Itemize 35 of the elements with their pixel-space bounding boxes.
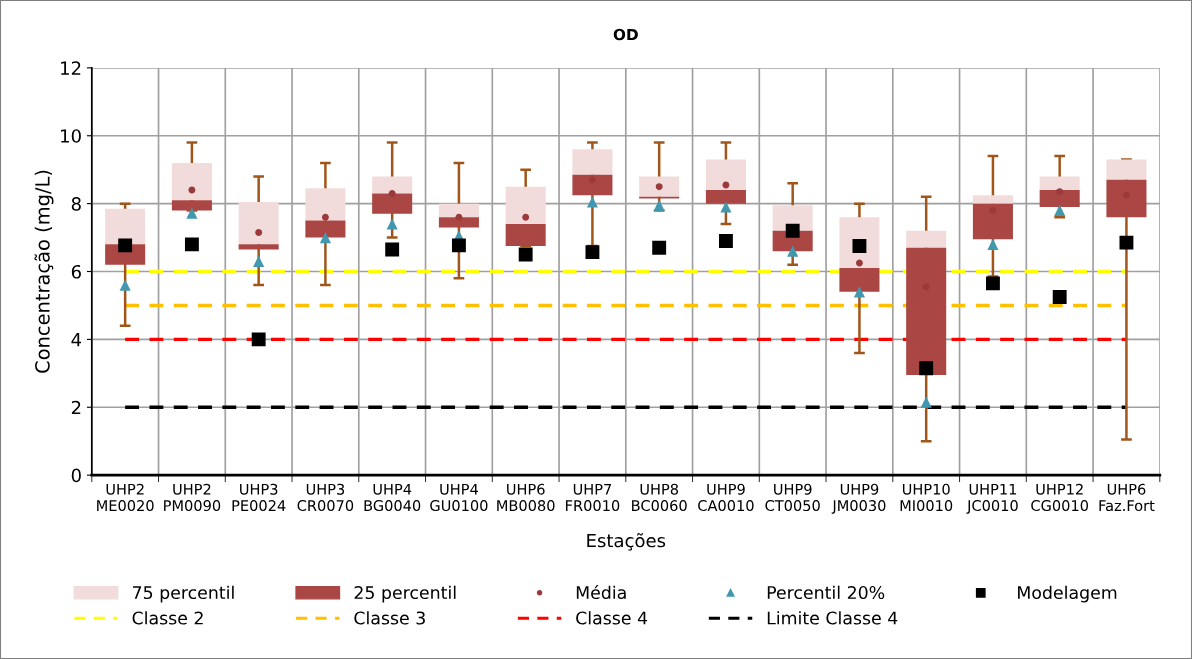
x-axis-title: Estações	[587, 533, 666, 551]
x-tick-label: UHP6 Faz.Fort	[1099, 483, 1155, 512]
x-tick-label: UHP9 CT0050	[765, 483, 820, 512]
legend-label: Classe 4	[576, 611, 648, 625]
x-tick-label: UHP10 MI0010	[900, 483, 953, 512]
x-tick-label: UHP2 PM0090	[164, 483, 221, 512]
x-tick-label: UHP3 PE0024	[232, 483, 286, 512]
y-tick-label: 0	[71, 468, 81, 483]
x-tick-label: UHP3 CR0070	[297, 483, 354, 512]
legend-label: Limite Classe 4	[767, 611, 898, 625]
legend-label: Percentil 20%	[767, 585, 885, 600]
legend-label: 25 percentil	[354, 585, 456, 603]
x-tick-label: UHP9 CA0010	[698, 483, 754, 512]
x-tick-label: UHP4 BG0040	[364, 483, 421, 512]
x-tick-label: UHP8 BC0060	[632, 483, 687, 512]
chart-title: OD	[613, 28, 638, 41]
y-axis-title: Concentração (mg/L)	[34, 170, 54, 373]
legend-label: Classe 2	[132, 611, 203, 625]
legend-label: 75 percentil	[132, 585, 234, 603]
x-tick-label: UHP2 ME0020	[97, 483, 154, 512]
legend-label: Média	[576, 584, 626, 600]
y-tick-label: 2	[71, 400, 81, 415]
x-tick-label: UHP11 JC0010	[966, 483, 1018, 514]
x-tick-label: UHP6 MB0080	[497, 483, 555, 512]
legend-label: Classe 3	[354, 611, 425, 625]
legend-label: Modelagem	[1018, 585, 1117, 603]
x-tick-label: UHP7 FR0010	[566, 483, 620, 512]
y-tick-label: 8	[71, 197, 81, 211]
y-tick-label: 12	[61, 61, 81, 75]
x-tick-label: UHP9 JM0030	[831, 483, 886, 514]
y-tick-label: 6	[71, 264, 81, 279]
x-tick-label: UHP4 GU0100	[430, 483, 488, 512]
x-tick-label: UHP12 CG0010	[1031, 483, 1089, 512]
y-tick-label: 10	[61, 129, 81, 143]
y-tick-label: 4	[71, 333, 82, 347]
